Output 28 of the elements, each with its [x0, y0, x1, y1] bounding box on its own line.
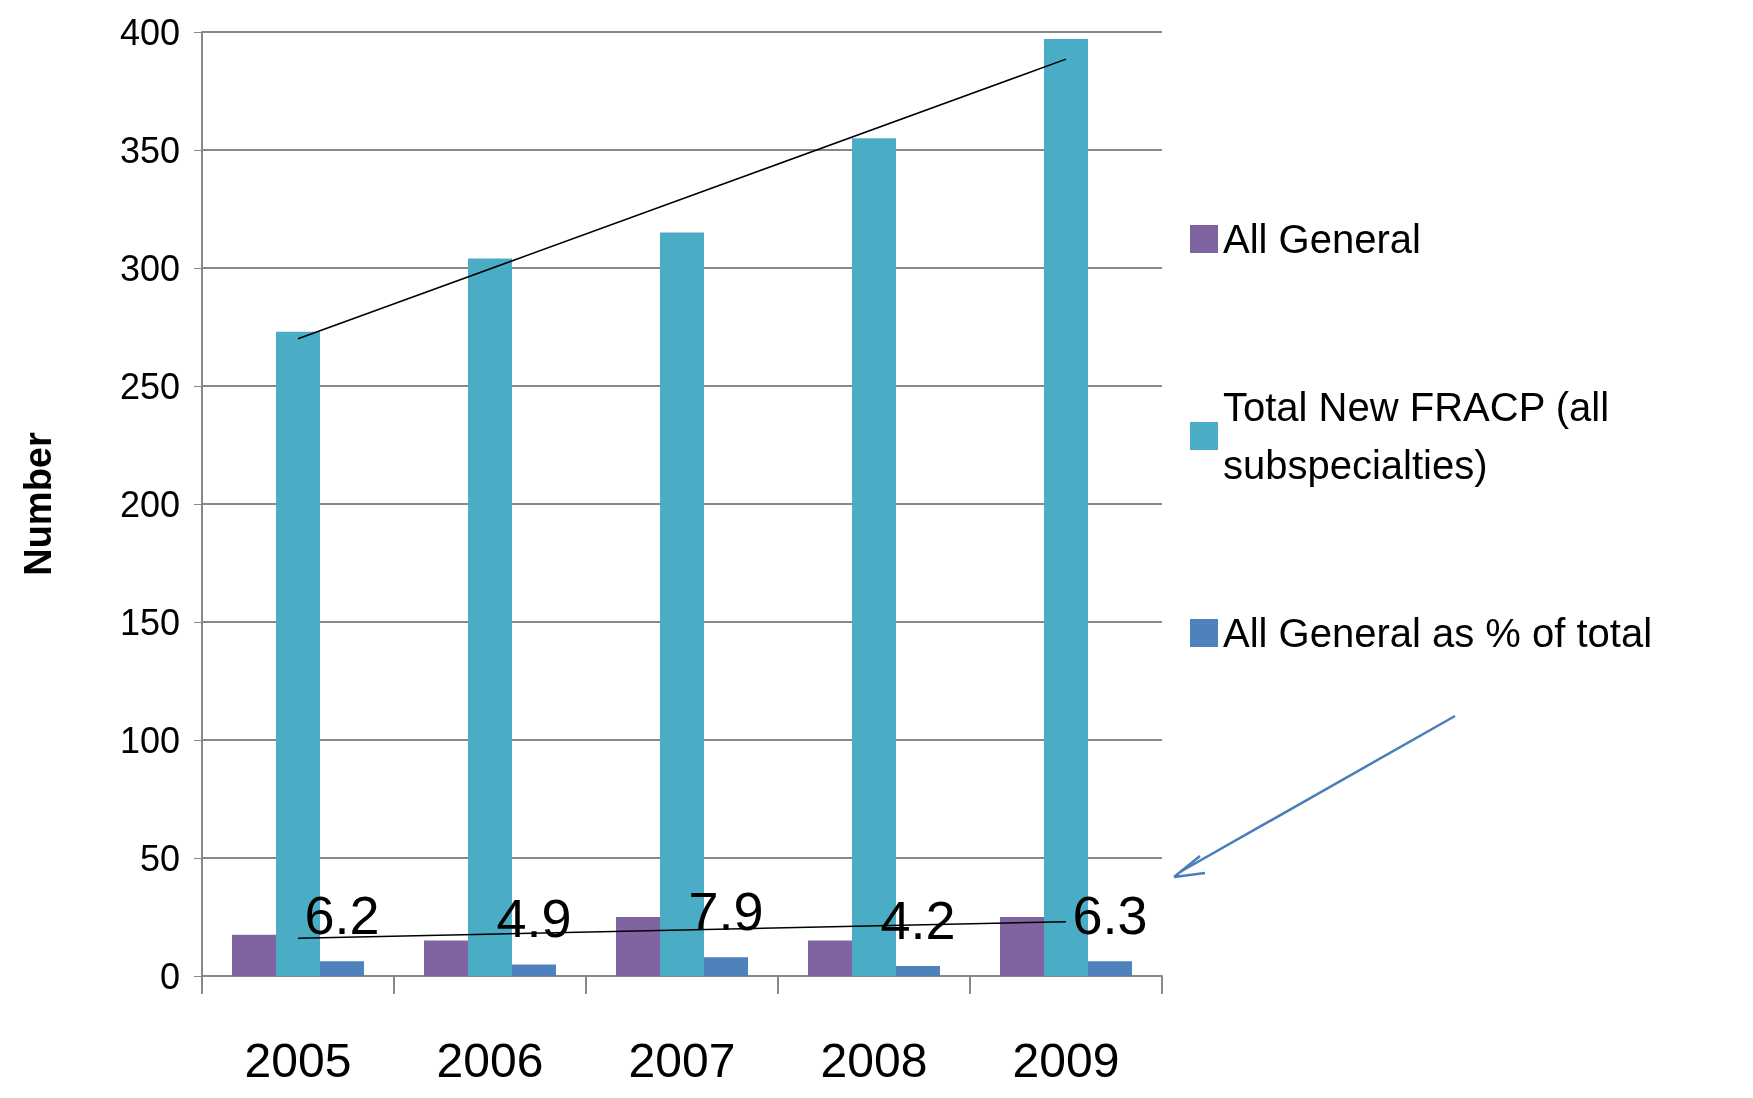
bar — [616, 917, 660, 976]
x-tick-label: 2005 — [244, 1033, 352, 1087]
bar — [704, 957, 748, 976]
x-tick-label: 2006 — [436, 1033, 544, 1087]
bar — [512, 964, 556, 976]
y-tick-label: 400 — [119, 11, 180, 53]
bar — [896, 966, 940, 976]
legend-label: All General as % of total — [1223, 611, 1653, 655]
y-tick-label: 250 — [119, 365, 180, 407]
y-axis-title: Number — [17, 432, 59, 576]
bar — [320, 961, 364, 976]
bar — [808, 940, 852, 976]
x-tick-label: 2008 — [820, 1033, 928, 1087]
y-tick-label: 300 — [119, 247, 180, 289]
bar — [424, 940, 468, 976]
y-tick-label: 0 — [159, 955, 180, 997]
y-tick-label: 100 — [119, 719, 180, 761]
bar — [1088, 961, 1132, 976]
bar — [1000, 917, 1044, 976]
legend-label: All General — [1223, 217, 1421, 261]
x-tick-label: 2009 — [1012, 1033, 1120, 1087]
y-tick-label: 350 — [119, 129, 180, 171]
x-tick-label: 2007 — [628, 1033, 736, 1087]
y-tick-label: 150 — [119, 601, 180, 643]
bar — [232, 934, 276, 976]
y-tick-label: 50 — [139, 837, 180, 879]
legend-label: Total New FRACP (all subspecialties) — [1223, 385, 1621, 487]
y-tick-label: 200 — [119, 483, 180, 525]
